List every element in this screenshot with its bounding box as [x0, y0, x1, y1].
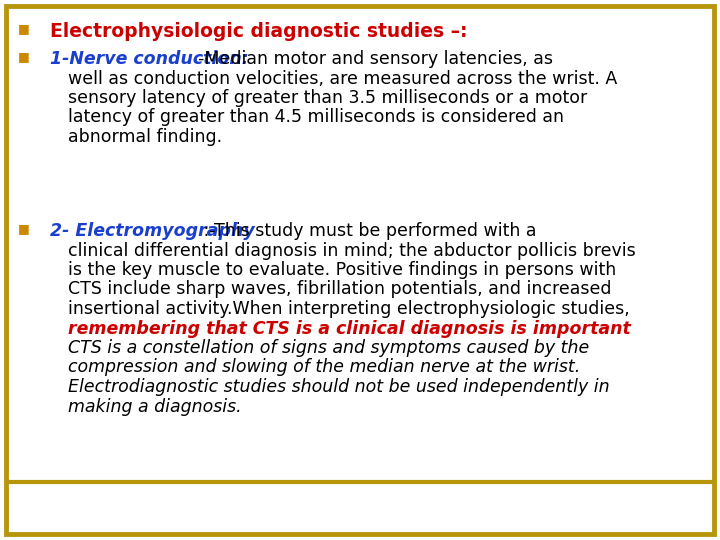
- Text: sensory latency of greater than 3.5 milliseconds or a motor: sensory latency of greater than 3.5 mill…: [68, 89, 588, 107]
- Text: ■: ■: [18, 222, 30, 235]
- Text: compression and slowing of the median nerve at the wrist.: compression and slowing of the median ne…: [68, 359, 580, 376]
- Text: abnormal finding.: abnormal finding.: [68, 128, 222, 146]
- Text: Electrodiagnostic studies should not be used independently in: Electrodiagnostic studies should not be …: [68, 378, 610, 396]
- Text: 2- Electromyography: 2- Electromyography: [50, 222, 255, 240]
- Text: CTS include sharp waves, fibrillation potentials, and increased: CTS include sharp waves, fibrillation po…: [68, 280, 611, 299]
- Text: .: .: [415, 320, 420, 338]
- Text: ■: ■: [18, 50, 30, 63]
- Text: :-This study must be performed with a: :-This study must be performed with a: [198, 222, 536, 240]
- Text: ■: ■: [18, 22, 30, 35]
- Text: making a diagnosis.: making a diagnosis.: [68, 397, 242, 415]
- Text: is the key muscle to evaluate. Positive findings in persons with: is the key muscle to evaluate. Positive …: [68, 261, 616, 279]
- Text: latency of greater than 4.5 milliseconds is considered an: latency of greater than 4.5 milliseconds…: [68, 109, 564, 126]
- Text: remembering that CTS is a clinical diagnosis is important: remembering that CTS is a clinical diagn…: [68, 320, 631, 338]
- Text: clinical differential diagnosis in mind; the abductor pollicis brevis: clinical differential diagnosis in mind;…: [68, 241, 636, 260]
- Text: 1-Nerve conduction:: 1-Nerve conduction:: [50, 50, 248, 68]
- Text: insertional activity.When interpreting electrophysiologic studies,: insertional activity.When interpreting e…: [68, 300, 630, 318]
- Text: Electrophysiologic diagnostic studies –:: Electrophysiologic diagnostic studies –:: [50, 22, 467, 41]
- Text: CTS is a constellation of signs and symptoms caused by the: CTS is a constellation of signs and symp…: [68, 339, 589, 357]
- Text: -Median motor and sensory latencies, as: -Median motor and sensory latencies, as: [198, 50, 553, 68]
- Text: well as conduction velocities, are measured across the wrist. A: well as conduction velocities, are measu…: [68, 70, 617, 87]
